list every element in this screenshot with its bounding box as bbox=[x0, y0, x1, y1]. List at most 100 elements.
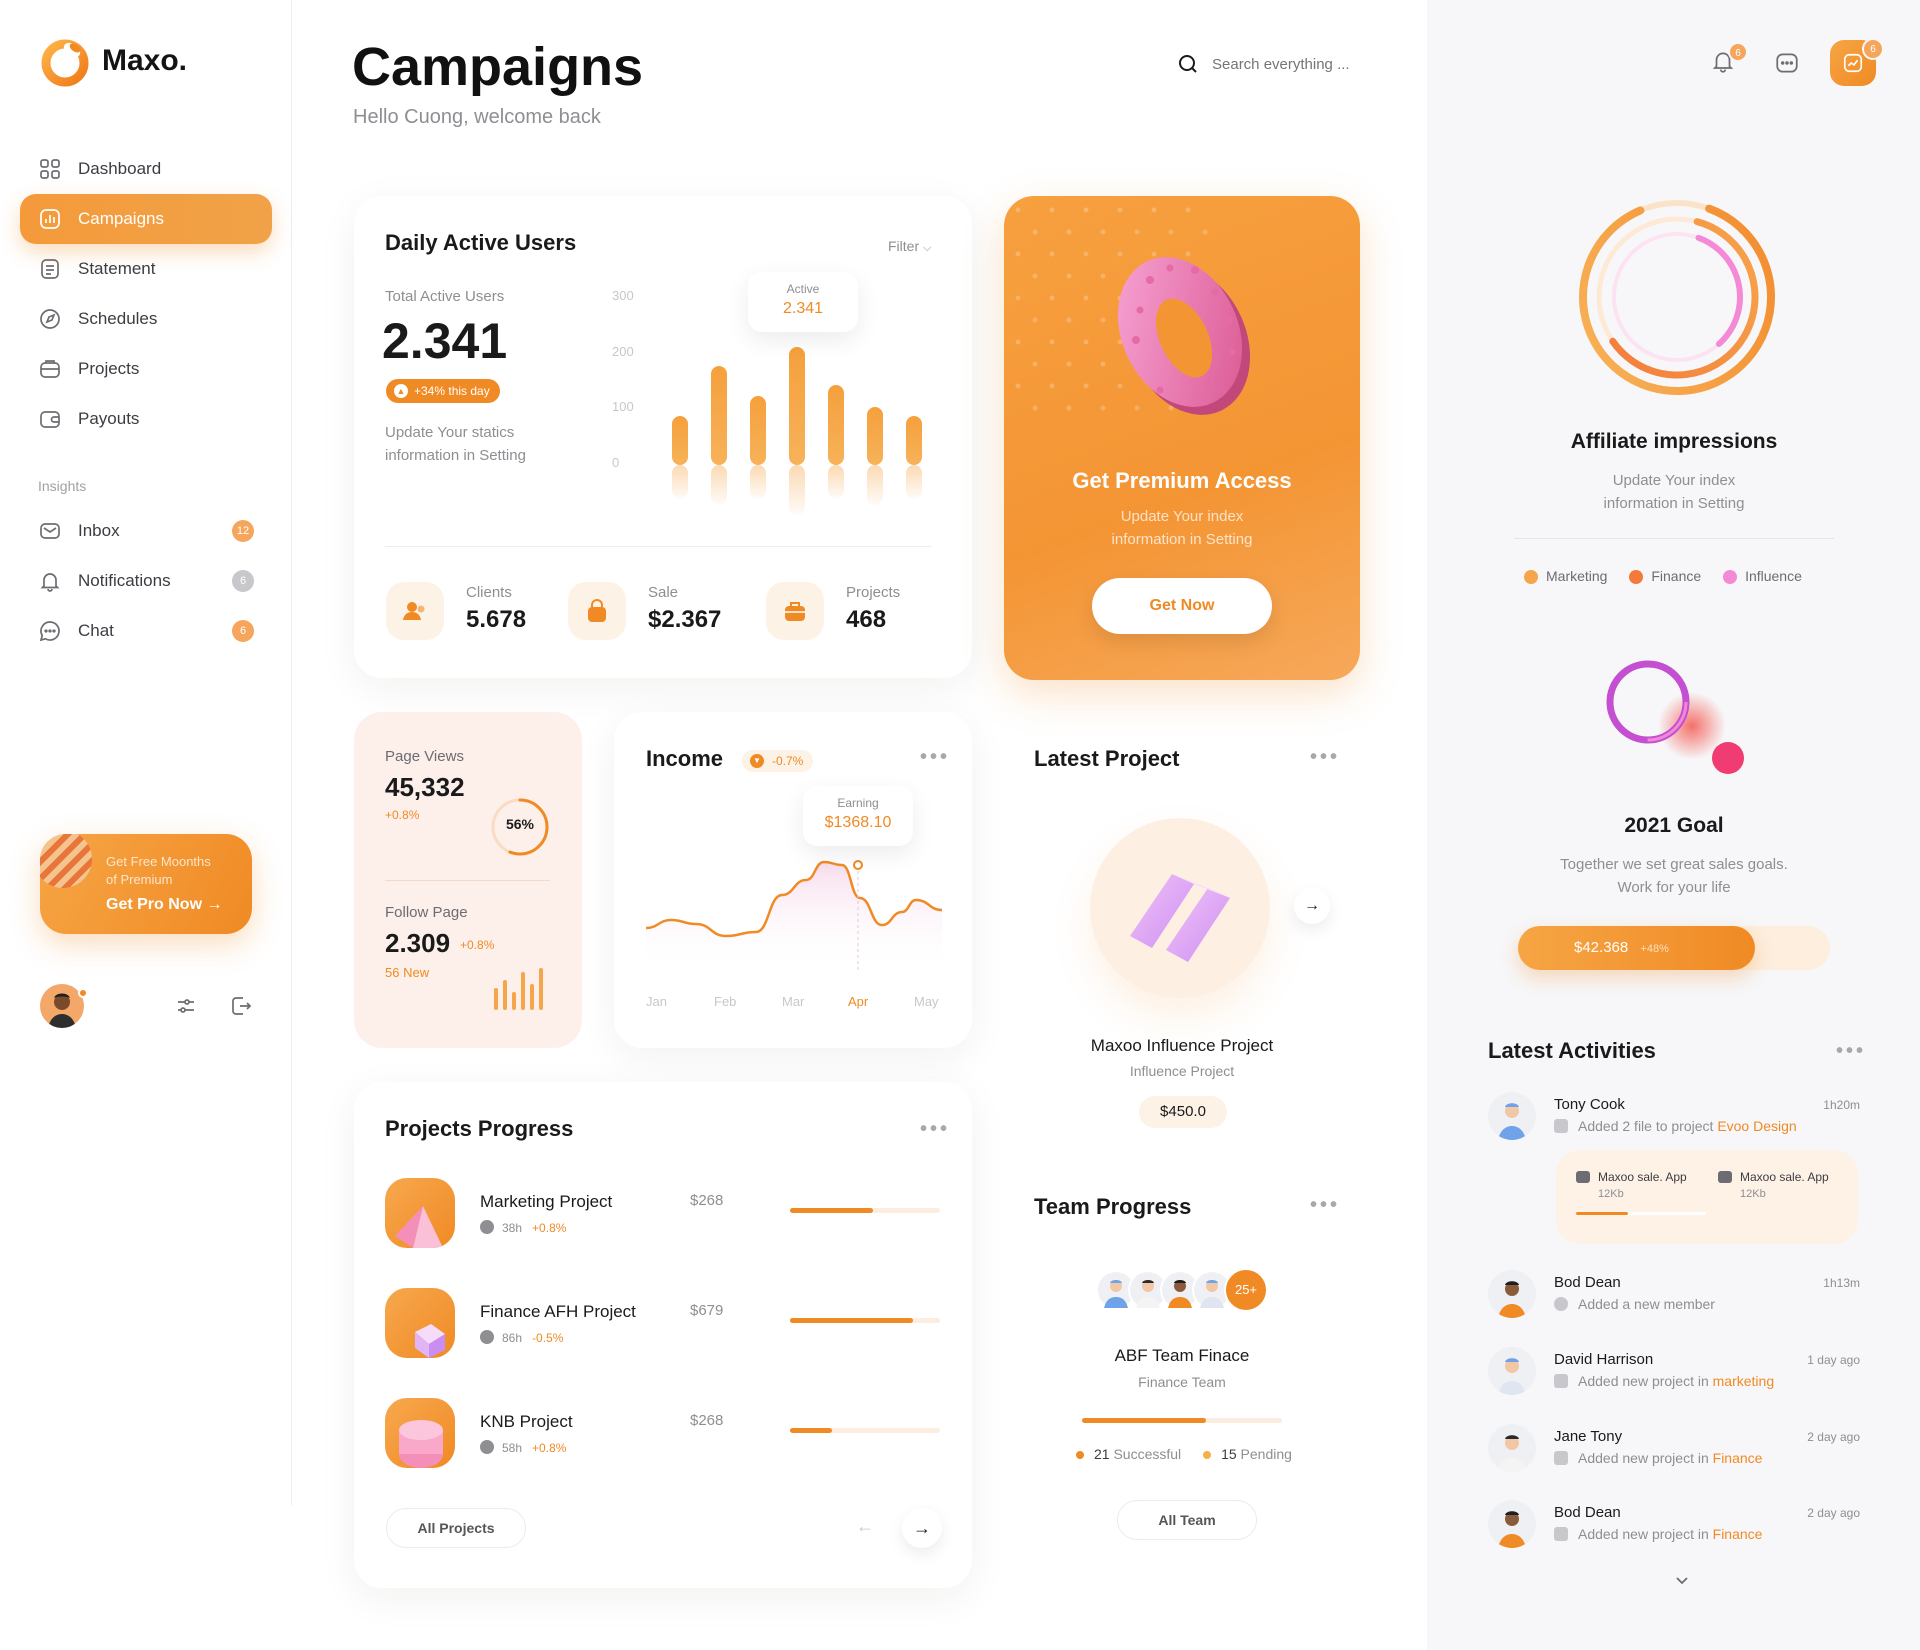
project-meta: 86h -0.5% bbox=[480, 1330, 563, 1345]
page-title: Campaigns bbox=[352, 37, 644, 97]
activity-highlight[interactable]: Finance bbox=[1712, 1526, 1763, 1542]
change-badge: ▲ +34% this day bbox=[386, 379, 500, 403]
clock-icon bbox=[480, 1440, 494, 1454]
pattern-dot bbox=[1015, 207, 1021, 213]
sidebar-item-label: Schedules bbox=[78, 309, 158, 328]
sidebar-item-label: Dashboard bbox=[78, 159, 162, 178]
settings-sliders-icon[interactable] bbox=[174, 994, 198, 1018]
clients-value: 5.678 bbox=[466, 606, 527, 633]
all-projects-button[interactable]: All Projects bbox=[386, 1508, 526, 1548]
project-change: +0.8% bbox=[532, 1221, 567, 1235]
file-item[interactable]: Maxoo sale. App bbox=[1718, 1170, 1829, 1184]
project-change: +0.8% bbox=[532, 1441, 567, 1455]
percent-text: 56% bbox=[505, 816, 535, 832]
all-team-button[interactable]: All Team bbox=[1117, 1500, 1257, 1540]
cube-icon bbox=[385, 1288, 455, 1358]
pattern-dot bbox=[1083, 295, 1089, 301]
project-row[interactable]: KNB Project 58h +0.8% $268 bbox=[385, 1398, 945, 1470]
latest-project-more-icon[interactable]: ••• bbox=[1310, 746, 1341, 768]
sidebar-item-schedules[interactable]: Schedules bbox=[20, 294, 272, 344]
prev-arrow-icon[interactable]: ← bbox=[856, 1516, 874, 1536]
pattern-dot bbox=[1100, 229, 1106, 235]
project-row[interactable]: Finance AFH Project 86h -0.5% $679 bbox=[385, 1288, 945, 1360]
brand-name: Maxo. bbox=[102, 44, 188, 77]
sale-value: $2.367 bbox=[648, 606, 722, 633]
dau-bar[interactable] bbox=[711, 366, 727, 465]
dau-bar[interactable] bbox=[867, 407, 883, 465]
sidebar-item-campaigns[interactable]: Campaigns bbox=[20, 194, 272, 244]
sidebar-item-statement[interactable]: Statement bbox=[20, 244, 272, 294]
search-input[interactable] bbox=[1212, 50, 1372, 78]
sale-label: Sale bbox=[648, 584, 679, 601]
activity-name: Bod Dean bbox=[1554, 1274, 1621, 1291]
finance-ring bbox=[1595, 215, 1759, 379]
logout-icon[interactable] bbox=[229, 994, 253, 1018]
sidebar-item-inbox[interactable]: Inbox 12 bbox=[20, 506, 272, 556]
briefcase-icon bbox=[766, 582, 824, 640]
latest-project-price: $450.0 bbox=[1139, 1096, 1227, 1128]
dau-bar[interactable] bbox=[672, 415, 688, 465]
sidebar-item-notifications[interactable]: Notifications 6 bbox=[20, 556, 272, 606]
activity-highlight[interactable]: Finance bbox=[1712, 1450, 1763, 1466]
highlight-point[interactable] bbox=[853, 860, 863, 870]
file-size: 12Kb bbox=[1740, 1188, 1766, 1200]
filter-label: Filter bbox=[888, 238, 920, 254]
more-members-badge[interactable]: 25+ bbox=[1224, 1268, 1268, 1312]
affiliate-title: Affiliate impressions bbox=[1570, 430, 1778, 453]
arrow-up-icon: ▲ bbox=[394, 384, 408, 398]
latest-project-sub: Influence Project bbox=[1129, 1063, 1235, 1079]
dau-bar-reflection bbox=[906, 465, 922, 499]
chevron-down-icon[interactable] bbox=[1672, 1570, 1692, 1590]
divider bbox=[385, 546, 931, 547]
maxo-logo-icon[interactable] bbox=[38, 34, 92, 88]
project-name: Finance AFH Project bbox=[480, 1302, 636, 1321]
pattern-dot bbox=[1066, 405, 1072, 411]
activities-more-icon[interactable]: ••• bbox=[1836, 1040, 1867, 1062]
project-hours: 86h bbox=[502, 1331, 523, 1345]
dau-bar[interactable] bbox=[828, 385, 844, 465]
avatar bbox=[1192, 1270, 1232, 1310]
search-icon[interactable] bbox=[1176, 52, 1200, 76]
pending-label: Pending bbox=[1240, 1446, 1292, 1462]
box-icon bbox=[38, 357, 62, 381]
promo-card[interactable]: Get Free Moonths of Premium Get Pro Now … bbox=[40, 834, 252, 934]
filter-dropdown[interactable]: Filter ⌵ bbox=[888, 238, 931, 255]
folder-icon bbox=[1718, 1171, 1732, 1183]
sidebar-item-payouts[interactable]: Payouts bbox=[20, 394, 272, 444]
income-more-icon[interactable]: ••• bbox=[920, 746, 951, 768]
avatar bbox=[1488, 1092, 1536, 1140]
follow-label: Follow Page bbox=[385, 904, 468, 921]
arrow-right-icon: → bbox=[206, 896, 223, 913]
get-now-button[interactable]: Get Now bbox=[1092, 578, 1272, 634]
sidebar-item-dashboard[interactable]: Dashboard bbox=[20, 144, 272, 194]
pattern-dot bbox=[1066, 317, 1072, 323]
sidebar-item-projects[interactable]: Projects bbox=[20, 344, 272, 394]
project-row[interactable]: Marketing Project 38h +0.8% $268 bbox=[385, 1178, 945, 1250]
promo-cta[interactable]: Get Pro Now → bbox=[106, 896, 222, 914]
team-progress-more-icon[interactable]: ••• bbox=[1310, 1194, 1341, 1216]
sidebar-item-chat[interactable]: Chat 6 bbox=[20, 606, 272, 656]
bell-icon[interactable] bbox=[1710, 48, 1736, 74]
activity-highlight[interactable]: marketing bbox=[1712, 1373, 1775, 1389]
dau-bar[interactable] bbox=[789, 346, 805, 465]
premium-card: Get Premium Access Update Your index inf… bbox=[1004, 196, 1360, 680]
project-meta: 58h +0.8% bbox=[480, 1440, 566, 1455]
premium-line1: Update Your index bbox=[1120, 508, 1244, 525]
projects-progress-more-icon[interactable]: ••• bbox=[920, 1118, 951, 1140]
message-icon[interactable] bbox=[1774, 50, 1800, 76]
premium-line2: information in Setting bbox=[1111, 531, 1253, 548]
dau-bar[interactable] bbox=[906, 415, 922, 465]
pattern-dot bbox=[1032, 405, 1038, 411]
dau-bar[interactable] bbox=[750, 396, 766, 465]
next-arrow-button[interactable]: → bbox=[902, 1508, 942, 1548]
follow-change: +0.8% bbox=[460, 938, 495, 952]
file-item[interactable]: Maxoo sale. App bbox=[1576, 1170, 1687, 1184]
project-progress-bar bbox=[790, 1318, 940, 1323]
next-project-button[interactable]: → bbox=[1294, 888, 1330, 924]
income-tooltip-label: Earning bbox=[837, 796, 879, 810]
activity-highlight[interactable]: Evoo Design bbox=[1717, 1118, 1797, 1134]
avatar[interactable] bbox=[40, 984, 84, 1028]
promo-ball-icon bbox=[40, 834, 92, 888]
affiliate-rings bbox=[1579, 199, 1775, 395]
pattern-dot bbox=[1185, 207, 1191, 213]
